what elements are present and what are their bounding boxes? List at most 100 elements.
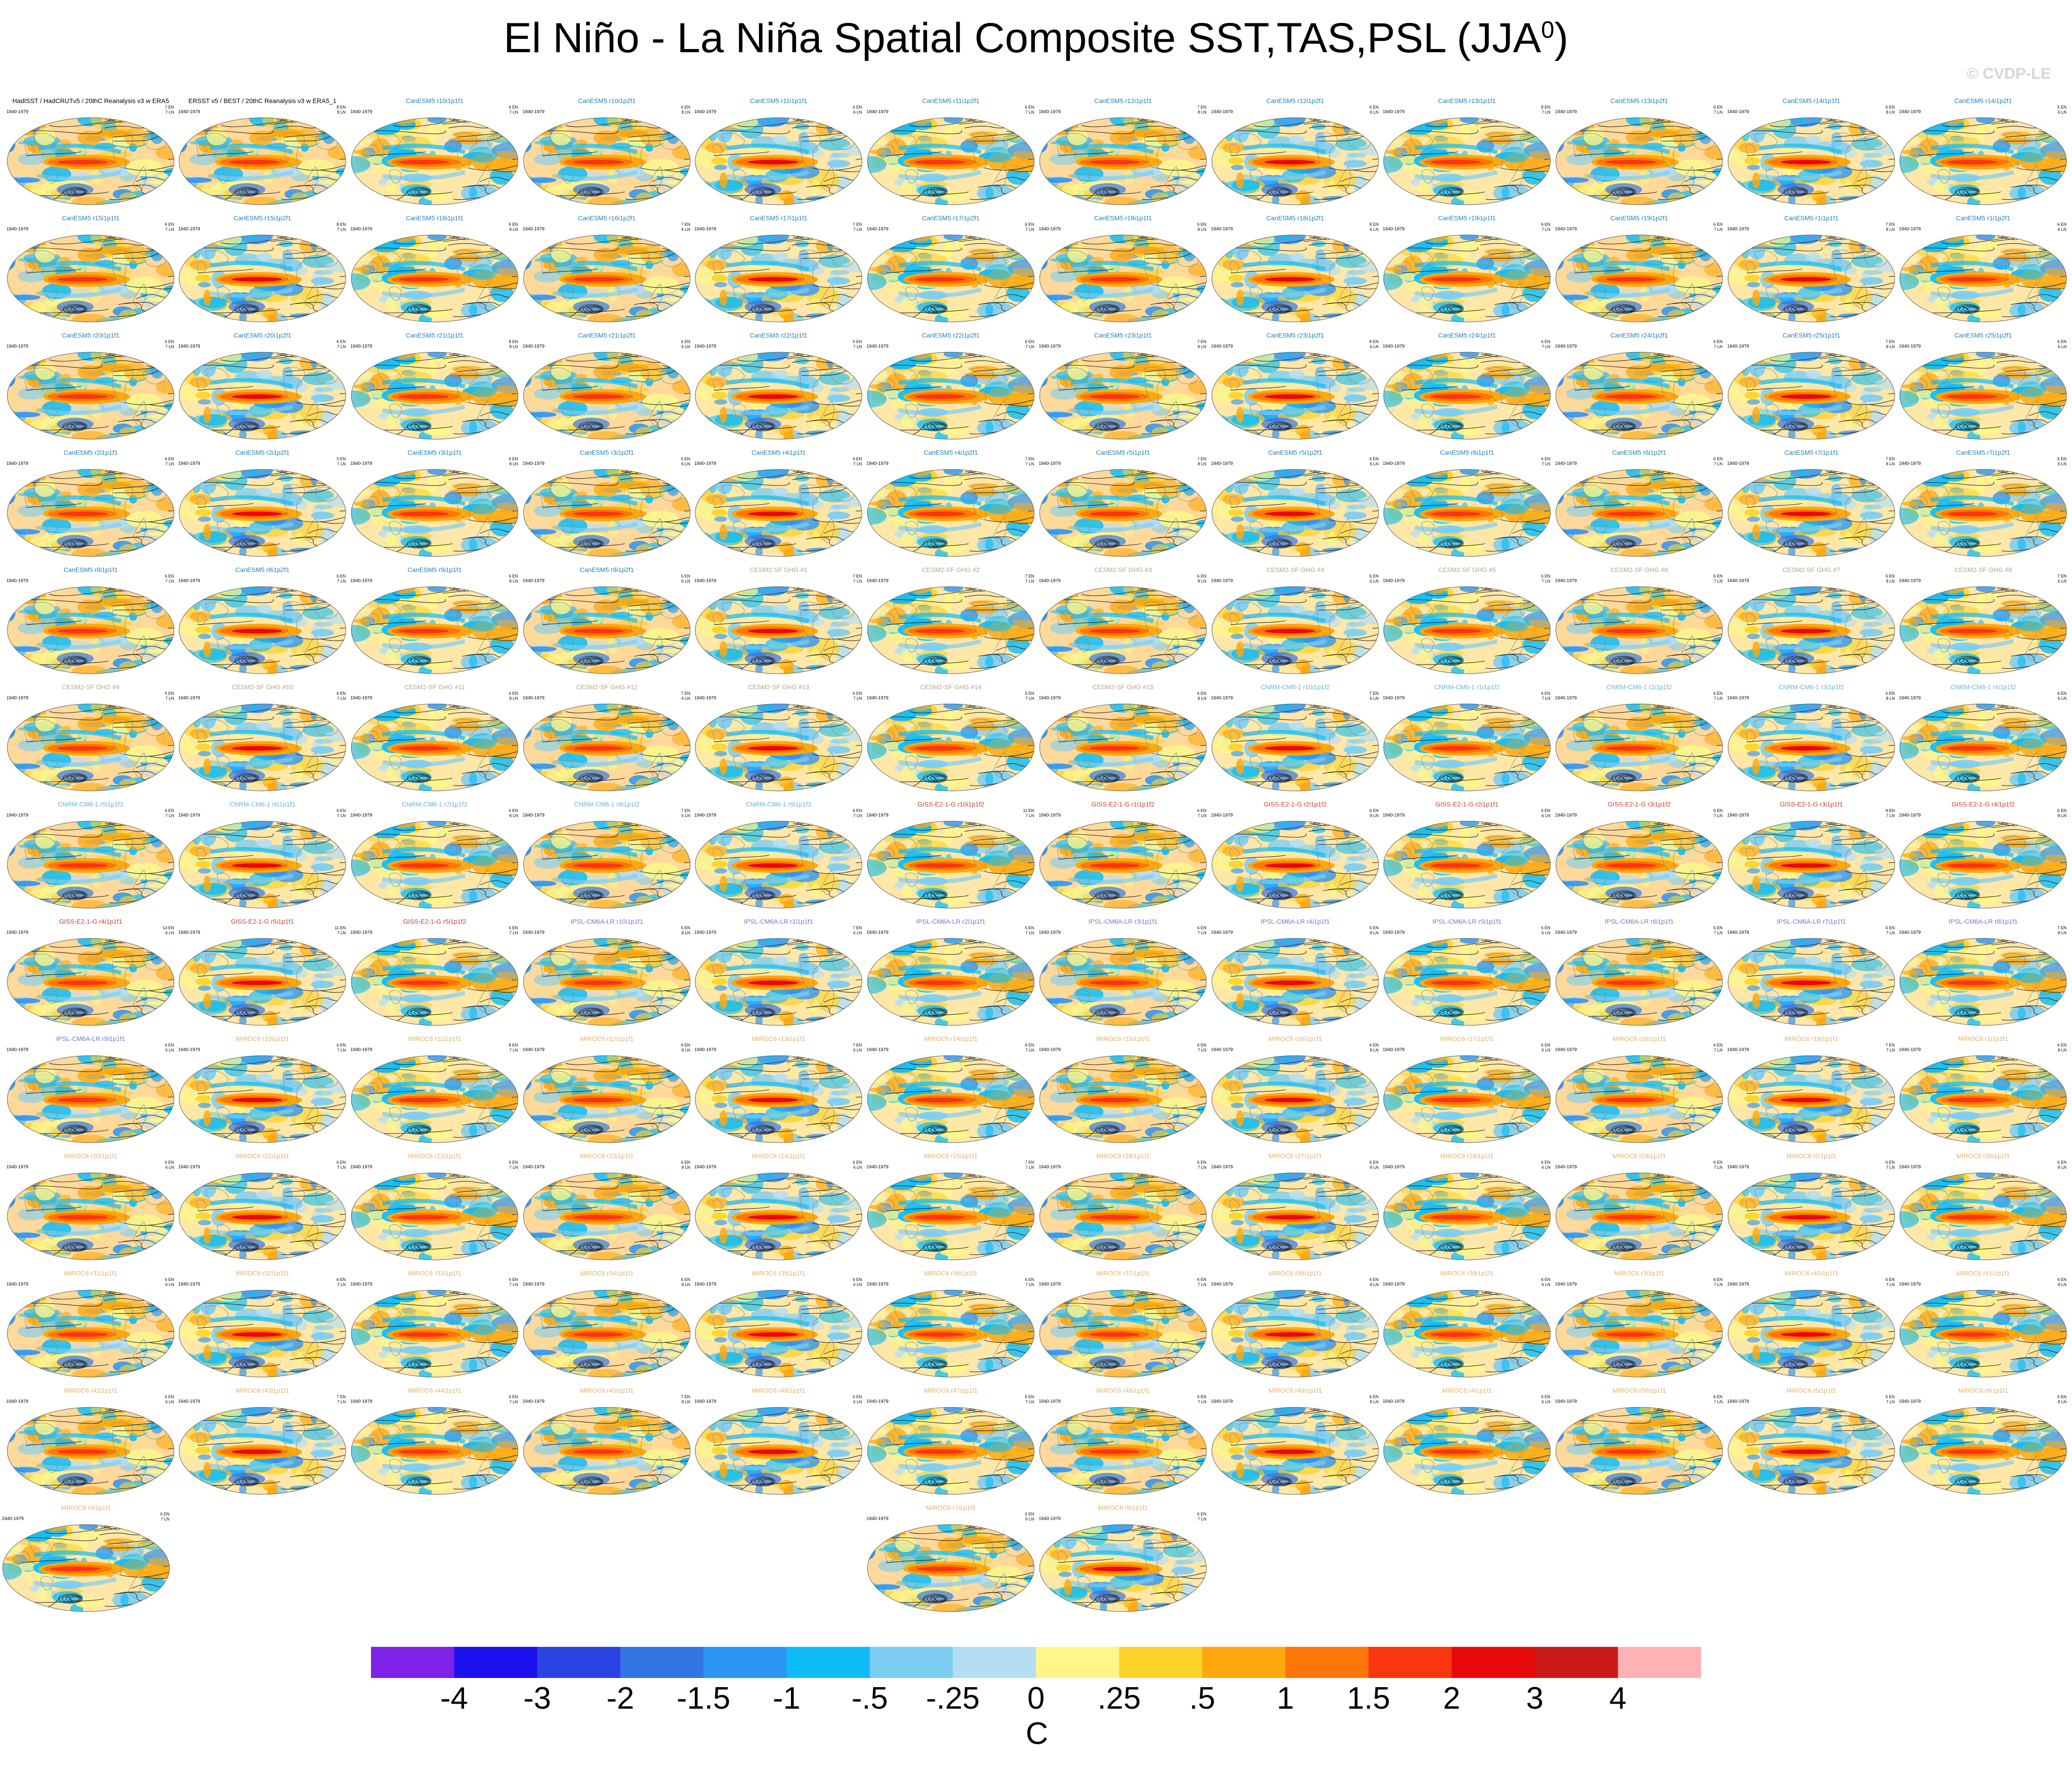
panel-period: 1940-1979 (1727, 696, 1749, 701)
panel-ln-count: 7 LN (1197, 813, 1206, 818)
panel-en-count: 6 EN (2057, 222, 2067, 227)
panel-title: CanESM5 r25i1p1f1 (1782, 332, 1841, 339)
map-panel: CanESM5 r13i1p1f1 1940-1979 8 EN 7 LN (1381, 97, 1553, 209)
panel-event-count: 6 EN 7 LN (975, 691, 1034, 701)
map-panel: MIROC6 r5i1p1f1 1940-1979 6 EN 7 LN (1725, 1387, 1898, 1499)
title-text: El Niño - La Niña Spatial Composite SST,… (503, 15, 1541, 61)
panel-period: 1940-1979 (178, 696, 200, 701)
composite-map (867, 938, 1035, 1026)
map-panel: MIROC6 r39i1p1f1 1940-1979 6 EN 6 LN (1381, 1269, 1553, 1382)
panel-event-count: 8 EN 7 LN (286, 222, 346, 232)
panel-period: 1940-1979 (1727, 344, 1749, 349)
panel-ln-count: 8 LN (681, 1048, 690, 1052)
panel-ln-count: 6 LN (681, 813, 690, 818)
panel-period: 1940-1979 (6, 1047, 28, 1052)
panel-ln-count: 7 LN (1541, 462, 1550, 466)
panel-event-count: 6 EN 8 LN (631, 1160, 690, 1170)
composite-map (351, 1172, 518, 1260)
colorbar-tick-label: -3 (523, 1681, 551, 1716)
panel-en-count: 7 EN (852, 574, 862, 578)
panel-title: MIROC6 r32i1p1f1 (235, 1269, 289, 1277)
panel-event-count: 6 EN 6 LN (2007, 691, 2067, 701)
panel-title: CNRM-CM6-1 r5i1p1f2 (58, 801, 124, 808)
panel-en-count: 6 EN (164, 1277, 174, 1282)
panel-ln-count: 7 LN (1713, 931, 1723, 935)
panel-event-count: 7 EN 8 LN (1835, 339, 1895, 349)
composite-map (1899, 821, 2067, 909)
panel-en-count: 7 EN (1025, 1160, 1034, 1165)
panel-title: IPSL-CM6A-LR r9i1p1f1 (56, 1035, 125, 1042)
panel-period: 1940-1979 (1211, 1282, 1233, 1287)
panel-en-count: 5 EN (164, 691, 174, 696)
panel-title: MIROC6 r11i1p1f1 (408, 1035, 461, 1042)
panel-ln-count: 7 LN (853, 813, 862, 818)
panel-period: 1940-1979 (523, 1165, 545, 1170)
panel-event-count: 6 EN 6 LN (802, 105, 862, 115)
map-panel: CanESM5 r22i1p1f1 1940-1979 5 EN 7 LN (692, 332, 865, 444)
panel-ln-count: 7 LN (1025, 1165, 1034, 1170)
panel-ln-count: 7 LN (1025, 1282, 1034, 1287)
composite-map (523, 1290, 691, 1378)
map-panel: MIROC6 r50i1p1f1 1940-1979 6 EN 7 LN (1553, 1387, 1725, 1499)
panel-en-count: 6 EN (1541, 926, 1550, 930)
panel-en-count: 7 EN (164, 105, 174, 109)
panel-title: CanESM5 r17i1p1f1 (749, 214, 808, 222)
panel-event-count: 6 EN 7 LN (115, 457, 174, 467)
map-panel: MIROC6 r16i1p1f1 1940-1979 6 EN 8 LN (1209, 1035, 1381, 1147)
panel-title: CESM2-SF GHG #3 (1094, 566, 1152, 573)
panel-period: 1940-1979 (694, 813, 716, 818)
map-panel: MIROC6 r11i1p1f1 1940-1979 8 EN 7 LN (349, 1035, 521, 1147)
panel-title: MIROC6 r1i1p1f1 (1958, 1035, 2008, 1042)
panel-ln-count: 7 LN (1886, 1282, 1895, 1287)
panel-ln-count: 7 LN (1197, 1048, 1206, 1052)
panel-event-count: 6 EN 8 LN (2007, 1160, 2067, 1170)
panel-en-count: 6 EN (1713, 339, 1723, 344)
panel-period: 1940-1979 (350, 227, 372, 232)
panel-en-count: 7 EN (1369, 691, 1379, 696)
panel-event-count: 6 EN 7 LN (458, 926, 518, 936)
panel-period: 1940-1979 (1555, 344, 1577, 349)
panel-en-count: 6 EN (1885, 105, 1895, 109)
map-panel: CanESM5 r9i1p2f1 1940-1979 6 EN 6 LN (521, 566, 693, 678)
panel-event-count: 6 EN 8 LN (1319, 926, 1379, 936)
map-panel: MIROC6 r38i1p1f1 1940-1979 6 EN 8 LN (1209, 1269, 1381, 1382)
panel-event-count: 6 EN 6 LN (115, 1160, 174, 1170)
panel-title: MIROC6 r36i1p1f1 (924, 1269, 978, 1277)
composite-map (1555, 1407, 1723, 1495)
panel-title: CESM2-SF GHG #7 (1782, 566, 1841, 573)
panel-event-count: 6 EN 8 LN (458, 222, 518, 232)
panel-event-count: 7 EN 7 LN (802, 222, 862, 232)
composite-map (1211, 1055, 1379, 1143)
panel-event-count: 6 EN 7 LN (1147, 1160, 1206, 1170)
panel-en-count: 6 EN (852, 105, 862, 109)
panel-ln-count: 6 LN (681, 344, 690, 349)
panel-period: 1940-1979 (6, 930, 28, 935)
composite-map (1555, 352, 1723, 440)
panel-event-count: 7 EN 8 LN (1835, 457, 1895, 467)
colorbar-segment (371, 1647, 454, 1678)
panel-ln-count: 8 LN (1197, 579, 1206, 583)
map-panel: CanESM5 r24i1p1f1 1940-1979 6 EN 7 LN (1381, 332, 1553, 444)
panel-title: MIROC6 r26i1p1f1 (1096, 1152, 1150, 1160)
map-panel: MIROC6 r45i1p1f1 1940-1979 7 EN 8 LN (521, 1387, 693, 1499)
panel-period: 1940-1979 (1211, 109, 1233, 114)
map-panel: CanESM5 r23i1p1f1 1940-1979 7 EN 8 LN (1037, 332, 1209, 444)
composite-map (1211, 352, 1379, 440)
map-panel: CanESM5 r15i1p1f1 1940-1979 6 EN 7 LN (5, 214, 177, 327)
panel-ln-count: 8 LN (509, 344, 518, 349)
panel-period: 1940-1979 (867, 1399, 889, 1404)
panel-ln-count: 7 LN (337, 813, 346, 818)
panel-period: 1940-1979 (694, 344, 716, 349)
panel-title: CanESM5 r16i1p2f1 (578, 214, 636, 222)
panel-period: 1940-1979 (1899, 1282, 1921, 1287)
panel-en-count: 6 EN (1713, 574, 1723, 578)
panel-title: MIROC6 r4i1p1f1 (1442, 1387, 1492, 1394)
panel-event-count: 6 EN 7 LN (286, 1043, 346, 1053)
composite-map (7, 469, 174, 557)
panel-period: 1940-1979 (1383, 1282, 1405, 1287)
composite-map (351, 1055, 518, 1143)
panel-en-count: 8 EN (336, 105, 346, 109)
map-panel: CNRM-CM6-1 r4i1p1f2 1940-1979 6 EN 6 LN (1897, 683, 2069, 795)
panel-period: 1940-1979 (178, 461, 200, 466)
composite-map (1728, 117, 1895, 205)
